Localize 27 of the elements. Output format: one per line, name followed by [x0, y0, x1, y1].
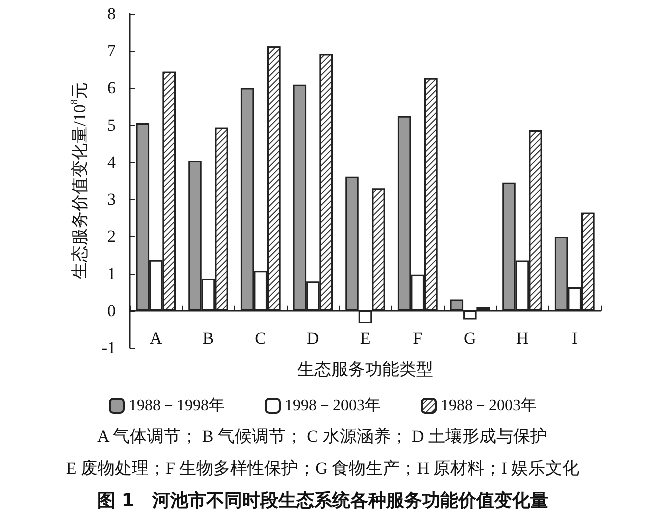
y-tick-label: 7: [108, 42, 116, 61]
x-tick-label: H: [516, 329, 529, 348]
y-tick-label: 1: [108, 264, 116, 284]
legend-label: 1988－2003年: [441, 398, 537, 414]
x-tick-label: I: [572, 329, 578, 348]
x-tick-label: D: [307, 329, 320, 348]
x-tick-label: G: [464, 329, 476, 348]
y-axis-title: 生态服务价值变化量/108元: [70, 82, 90, 280]
text: E 废物处理；F 生物多样性保护；G 食物生产；H 原材料；I 娱乐文化: [66, 459, 580, 478]
y-tick-label: 3: [108, 190, 116, 210]
x-tick-label: A: [150, 329, 164, 348]
legend-label: 1998－2003年: [285, 398, 381, 414]
text: 图 1 河池市不同时段生态系统各种服务功能价值变化量: [98, 490, 548, 512]
text: A 气体调节； B 气候调节； C 水源涵养； D 土壤形成与保护: [98, 427, 548, 446]
y-tick-label: 0: [108, 301, 116, 320]
y-tick-label: 4: [108, 152, 116, 172]
y-tick-label: -1: [102, 338, 116, 358]
y-tick-label: 2: [108, 227, 116, 246]
x-tick-label: C: [255, 329, 267, 348]
y-tick-label: 6: [108, 78, 116, 98]
y-tick-label: 8: [108, 4, 116, 24]
legend-label: 1988－1998年: [129, 398, 225, 414]
x-axis-title: 生态服务功能类型: [298, 360, 434, 379]
y-tick-label: 5: [108, 116, 116, 135]
x-tick-label: E: [360, 329, 371, 348]
x-tick-label: F: [413, 329, 423, 348]
x-tick-label: B: [202, 329, 214, 348]
